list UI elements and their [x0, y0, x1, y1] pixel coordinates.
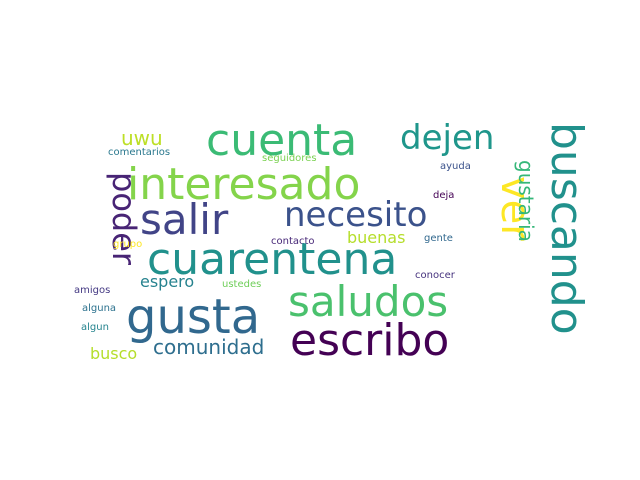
cloud-word-ver: ver	[492, 176, 538, 241]
cloud-word-uwu: uwu	[121, 126, 163, 150]
cloud-word-cuarentena: cuarentena	[147, 234, 397, 285]
cloud-word-seguidores: seguidores	[262, 153, 317, 164]
cloud-word-cuenta: cuenta	[206, 115, 357, 166]
cloud-word-grupo: grupo	[113, 239, 142, 250]
cloud-word-comentarios: comentarios	[108, 147, 170, 158]
cloud-word-conocer: conocer	[415, 270, 456, 281]
cloud-word-deja: deja	[433, 190, 454, 201]
cloud-word-comunidad: comunidad	[153, 335, 264, 359]
cloud-word-contacto: contacto	[271, 236, 315, 247]
cloud-word-buenas: buenas	[347, 228, 405, 247]
cloud-word-poder: poder	[105, 172, 143, 266]
cloud-word-algun: algun	[81, 322, 109, 333]
cloud-word-buscando: buscando	[541, 122, 592, 335]
cloud-word-necesito: necesito	[284, 195, 427, 235]
cloud-word-gusta: gusta	[126, 289, 260, 345]
cloud-word-alguna: alguna	[82, 303, 116, 314]
cloud-word-ustedes: ustedes	[222, 279, 261, 290]
cloud-word-gustaria: gustaria	[514, 160, 538, 242]
cloud-word-interesado: interesado	[127, 159, 360, 210]
cloud-word-amigos: amigos	[74, 285, 110, 296]
cloud-word-espero: espero	[140, 272, 194, 291]
cloud-word-ayuda: ayuda	[440, 161, 471, 172]
cloud-word-escribo: escribo	[290, 315, 449, 366]
cloud-word-gente: gente	[424, 233, 453, 244]
cloud-word-dejen: dejen	[400, 118, 494, 158]
cloud-word-busco: busco	[90, 344, 137, 363]
cloud-word-saludos: saludos	[288, 277, 448, 326]
cloud-word-salir: salir	[140, 195, 229, 244]
